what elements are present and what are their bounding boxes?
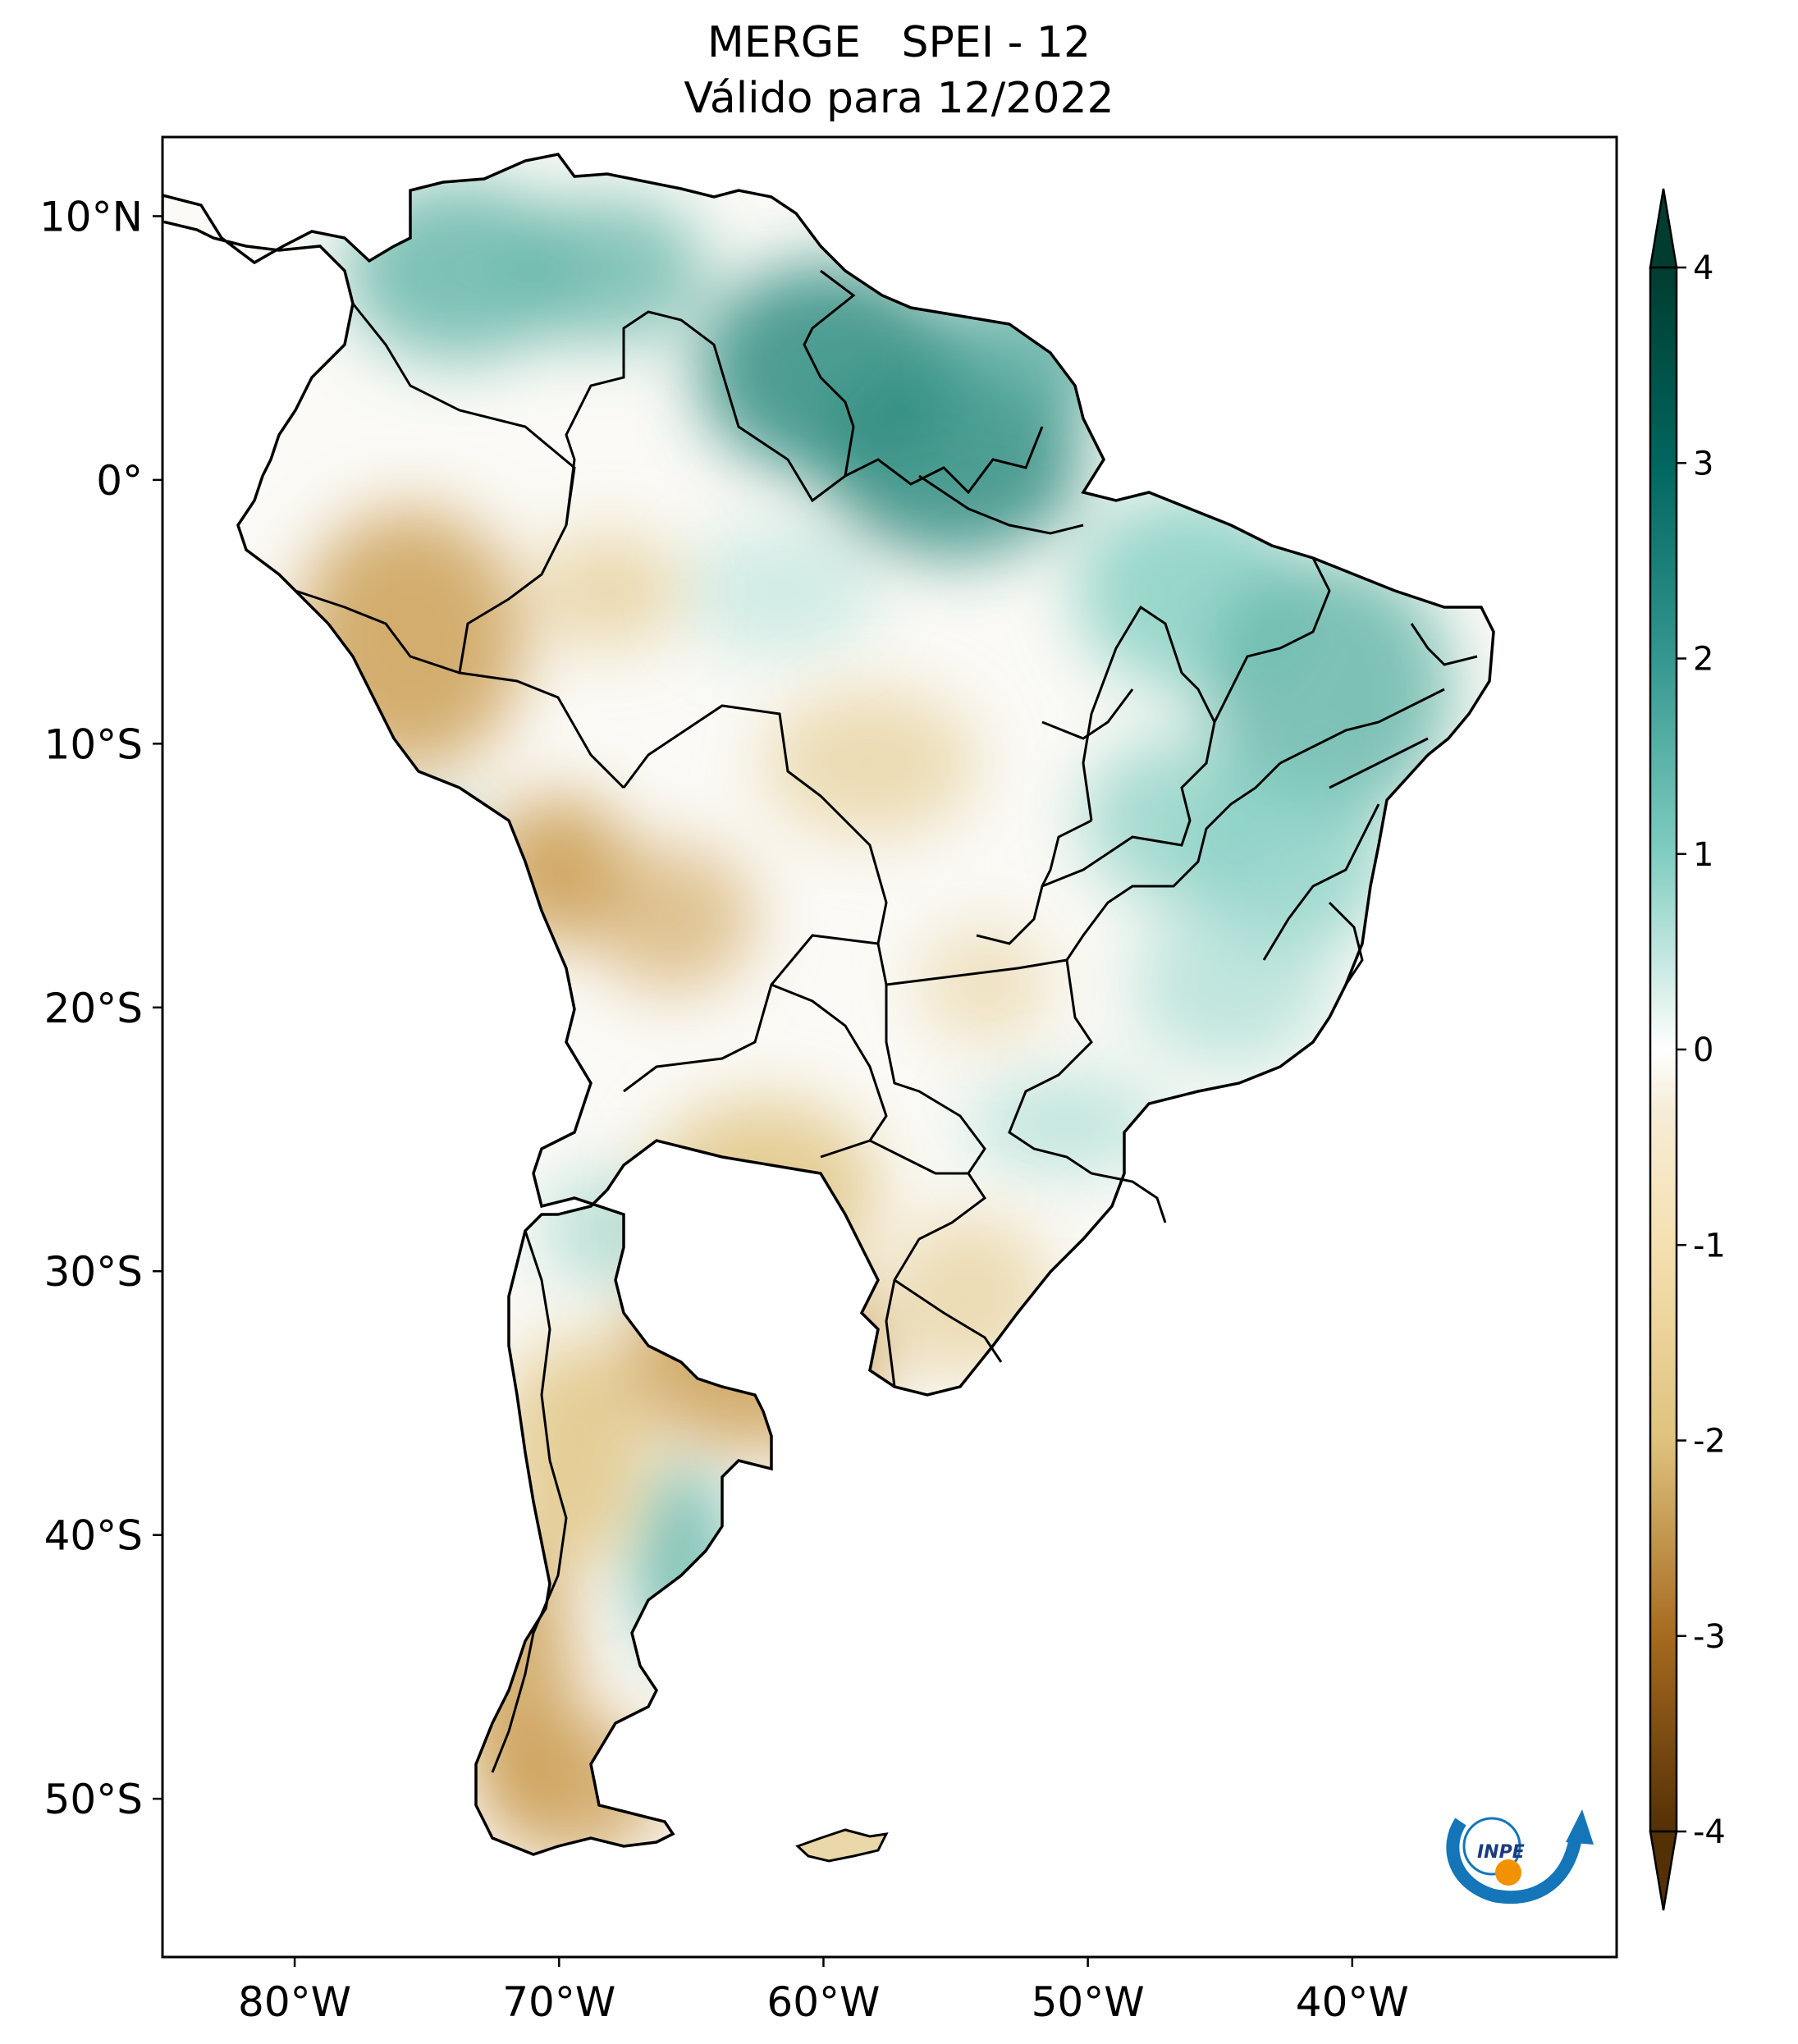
colorbar-extend-max <box>1649 188 1678 269</box>
lat-tick-label: 10°S <box>44 720 143 768</box>
chart-title-line1: MERGE SPEI - 12 <box>707 18 1091 67</box>
map-area <box>162 137 1617 1957</box>
inpe-logo: INPE <box>1446 1809 1594 1905</box>
lon-tick-label: 50°W <box>1032 1978 1145 2026</box>
colorbar-tick-label: 4 <box>1693 249 1713 287</box>
colorbar-tick-label: 1 <box>1693 836 1713 874</box>
colorbar-tick-label: -4 <box>1693 1813 1726 1851</box>
lon-tick-label: 80°W <box>238 1978 351 2026</box>
lat-tick-label: 30°S <box>44 1248 143 1296</box>
lon-tick-label: 60°W <box>766 1978 880 2026</box>
lat-tick-label: 20°S <box>44 985 143 1032</box>
colorbar-tick-label: -1 <box>1693 1227 1726 1264</box>
colorbar-tick-label: 3 <box>1693 445 1713 482</box>
lat-tick-label: 10°N <box>39 193 143 240</box>
longitude-tick-labels: 80°W 70°W 60°W 50°W 40°W <box>238 1957 1409 2026</box>
lat-tick-label: 40°S <box>44 1512 143 1560</box>
colorbar-tick-label: -2 <box>1693 1423 1726 1461</box>
latitude-tick-labels: 10°N 0° 10°S 20°S 30°S 40°S 50°S <box>39 193 162 1823</box>
colorbar-tick-labels: 4 3 2 1 0 -1 -2 -3 -4 <box>1677 249 1726 1851</box>
lat-tick-label: 0° <box>96 457 143 505</box>
lon-tick-label: 70°W <box>502 1978 615 2026</box>
lat-tick-label: 50°S <box>44 1776 143 1823</box>
chart-title-line2: Válido para 12/2022 <box>684 74 1114 123</box>
colorbar-tick-label: -3 <box>1693 1618 1726 1656</box>
colorbar-gradient <box>1649 266 1678 1833</box>
map-frame <box>161 135 1618 1959</box>
colorbar-extend-min <box>1649 1830 1678 1911</box>
svg-text:INPE: INPE <box>1477 1842 1525 1863</box>
colorbar-tick-label: 2 <box>1693 641 1713 679</box>
borders <box>295 269 1478 1773</box>
colorbar: 4 3 2 1 0 -1 -2 -3 -4 <box>1649 188 1726 1911</box>
lon-tick-label: 40°W <box>1296 1978 1409 2026</box>
falkland-islands <box>795 1828 889 1863</box>
colorbar-tick-label: 0 <box>1693 1031 1713 1069</box>
